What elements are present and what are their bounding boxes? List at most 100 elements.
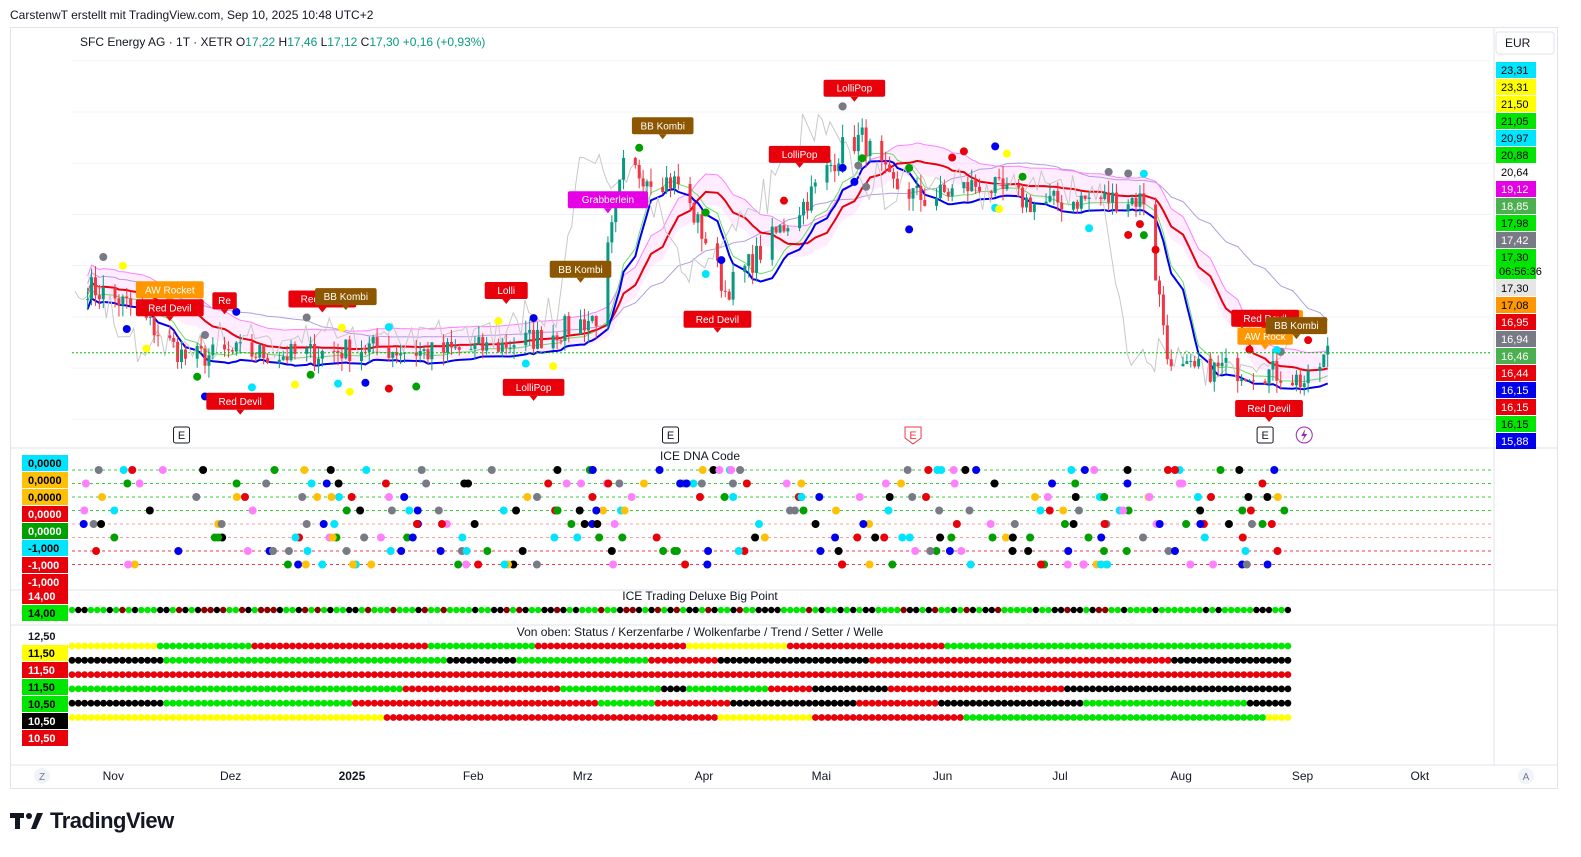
status-dot [793, 699, 800, 707]
candle-body [778, 225, 782, 233]
earnings-marker[interactable]: E [904, 426, 922, 445]
bigpoint-dot [409, 606, 416, 614]
signal-label[interactable]: LolliPop [502, 378, 565, 401]
signal-label[interactable]: Red Devil [135, 299, 204, 322]
signal-label[interactable]: Grabberlein [567, 191, 649, 214]
dividend-marker[interactable] [1295, 426, 1313, 444]
signal-label[interactable]: LolliPop [823, 79, 886, 102]
signal-label[interactable]: BB Kombi [549, 260, 612, 283]
status-dot [774, 685, 781, 693]
status-dot [276, 714, 284, 721]
status-dot [1133, 671, 1141, 678]
candle-body [258, 345, 262, 358]
dna-dot [294, 560, 303, 569]
status-dot [364, 714, 372, 721]
dna-dot [961, 466, 970, 474]
dna-dot [124, 560, 133, 569]
status-dot [1026, 699, 1033, 707]
signal-label[interactable]: Re [212, 292, 237, 315]
bigpoint-dot [238, 606, 246, 614]
dna-dot [811, 520, 820, 528]
bigpoint-dot [635, 606, 643, 614]
auto-scale-button[interactable]: A [1518, 768, 1534, 784]
dna-dot [831, 533, 840, 542]
status-dot [263, 671, 271, 678]
status-dot [1045, 656, 1052, 664]
dna-dot [1258, 520, 1267, 528]
status-dot [1177, 642, 1185, 650]
status-dot [182, 699, 189, 707]
status-dot [427, 671, 435, 678]
dna-dot [464, 479, 473, 488]
signal-dot [306, 370, 315, 379]
status-dot [1082, 699, 1090, 707]
candle-body [449, 342, 453, 348]
candle [700, 209, 704, 252]
candle [723, 280, 727, 298]
earnings-icon [1256, 426, 1274, 444]
earnings-marker[interactable]: E [173, 426, 191, 444]
ma-line-violet [87, 162, 1329, 338]
status-dot [1064, 671, 1071, 678]
bigpoint-dot [459, 606, 466, 614]
status-dot [541, 671, 548, 678]
dna-dot [436, 547, 445, 555]
candle-body [422, 349, 426, 352]
status-dot [515, 685, 523, 693]
panel-axis-text: 0,0000 [28, 509, 62, 521]
status-dot [93, 656, 101, 664]
candle [563, 314, 567, 351]
signal-label[interactable]: Lolli [484, 281, 528, 304]
signal-label[interactable]: LolliPop [768, 145, 831, 168]
candle-body [829, 164, 833, 166]
bigpoint-row [68, 606, 1292, 614]
bigpoint-dot [705, 606, 712, 614]
status-dot [1032, 656, 1040, 664]
bigpoint-dot [226, 606, 233, 614]
status-dot [1177, 714, 1185, 721]
tradingview-brand[interactable]: TradingView [10, 806, 174, 836]
dna-dot [1079, 560, 1088, 569]
bigpoint-dot [163, 606, 170, 614]
status-dot [774, 699, 781, 707]
status-dot [377, 714, 385, 721]
signal-label[interactable]: Red Devil [206, 392, 275, 415]
currency-button[interactable]: EUR [1495, 31, 1555, 55]
signal-label[interactable]: BB Kombi [631, 117, 694, 140]
dna-dot [1178, 479, 1187, 488]
status-dot [730, 671, 737, 678]
signal-label[interactable]: Red Devil [683, 310, 752, 333]
status-dot [497, 699, 504, 707]
earnings-marker[interactable]: E [1256, 426, 1274, 444]
status-dot [704, 685, 712, 693]
status-dot [1259, 699, 1267, 707]
earnings-marker[interactable]: E [662, 426, 680, 444]
candle-body [418, 351, 422, 356]
candle-body [1056, 190, 1060, 203]
panel-axis-label: -1,000 [22, 574, 68, 590]
price-label-bg [1496, 79, 1536, 95]
status-dot [635, 685, 643, 693]
dna-dot [128, 466, 137, 474]
signal-label[interactable]: BB Kombi [315, 288, 377, 311]
status-dot [704, 699, 712, 707]
signal-label[interactable]: BB Kombi [1265, 317, 1328, 340]
candle [649, 168, 653, 195]
status-dot [736, 685, 744, 693]
timezone-button[interactable]: Z [34, 768, 50, 784]
candle [880, 135, 884, 172]
dna-dot [957, 547, 966, 555]
signal-dot [854, 161, 863, 170]
ma-line-pink [87, 142, 1328, 354]
status-dot [245, 656, 252, 664]
bigpoint-dot [950, 606, 958, 614]
status-dot [906, 699, 914, 707]
status-dot [755, 671, 763, 678]
candle [277, 351, 281, 369]
status-dot [119, 671, 126, 678]
signal-label[interactable]: Red Devil [1235, 400, 1303, 422]
status-dot [1127, 685, 1134, 693]
status-dot [207, 671, 215, 678]
status-dot [566, 685, 574, 693]
